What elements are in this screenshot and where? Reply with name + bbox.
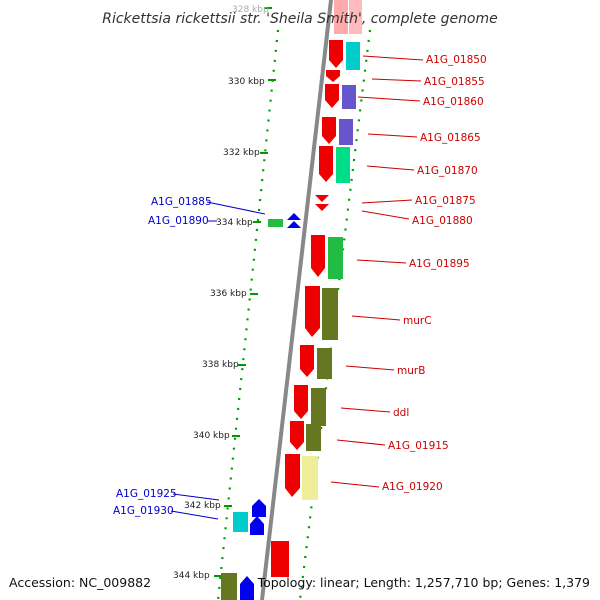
gene-label: A1G_01875 xyxy=(415,195,476,207)
tick-label: 334 kbp xyxy=(216,218,253,228)
gene-arrow xyxy=(287,221,301,228)
leader-line xyxy=(371,78,422,82)
gene-label: A1G_01885 xyxy=(151,196,212,208)
gene-label: A1G_01890 xyxy=(148,215,209,227)
cog-box xyxy=(302,456,318,500)
leader-line xyxy=(336,439,386,446)
gene-arrow xyxy=(294,385,308,419)
tick-label: 332 kbp xyxy=(223,148,260,158)
topology-text: Topology: linear; Length: 1,257,710 bp; … xyxy=(257,575,590,590)
gene-label: A1G_01860 xyxy=(423,96,484,108)
gene-arrow xyxy=(271,541,289,577)
tick-label: 336 kbp xyxy=(210,289,247,299)
cog-box xyxy=(346,42,360,70)
gene-arrow xyxy=(250,516,264,535)
gene-label: murB xyxy=(397,365,425,377)
cog-box xyxy=(322,288,338,340)
cog-box xyxy=(339,119,353,145)
forward-genes xyxy=(271,0,362,577)
cog-box xyxy=(306,424,321,451)
gene-arrow xyxy=(322,117,336,144)
gene-label: A1G_01930 xyxy=(113,505,174,517)
gene-label: A1G_01920 xyxy=(382,481,443,493)
leader-line xyxy=(206,201,266,215)
gene-arrow xyxy=(329,40,343,68)
cog-box xyxy=(317,348,332,379)
cog-box xyxy=(268,219,283,227)
leader-line xyxy=(356,259,407,264)
leader-line xyxy=(170,510,219,520)
leader-line xyxy=(367,133,418,138)
gene-label: A1G_01880 xyxy=(412,215,473,227)
leader-line xyxy=(361,199,413,204)
gene-arrow xyxy=(311,235,325,277)
cog-box xyxy=(349,0,362,34)
gene-label: A1G_01925 xyxy=(116,488,177,500)
kbp-ticks: 328 kbp 330 kbp 332 kbp 334 kbp 336 kbp … xyxy=(173,5,276,581)
leader-line xyxy=(362,55,424,61)
gene-labels: A1G_01850 A1G_01855 A1G_01860 A1G_01865 … xyxy=(113,54,487,517)
leader-line xyxy=(330,481,380,488)
label-leaders xyxy=(170,55,424,520)
leader-line xyxy=(340,407,391,413)
tick-label: 340 kbp xyxy=(193,431,230,441)
cog-box xyxy=(342,85,356,109)
cog-box xyxy=(311,388,326,426)
gene-label: A1G_01895 xyxy=(409,258,470,270)
gene-arrow xyxy=(315,204,329,211)
cog-box xyxy=(233,512,248,532)
gene-arrow xyxy=(252,499,266,517)
leader-line xyxy=(366,165,415,171)
tick-label: 330 kbp xyxy=(228,77,265,87)
gene-label: A1G_01850 xyxy=(426,54,487,66)
genome-backbone xyxy=(260,0,333,600)
gene-arrow xyxy=(334,0,348,34)
leader-line xyxy=(172,493,220,501)
gene-arrow xyxy=(300,345,314,377)
cog-box xyxy=(221,573,237,600)
gene-arrow xyxy=(315,195,329,202)
leader-line xyxy=(345,365,395,371)
gene-arrow xyxy=(285,454,300,497)
map-title: Rickettsia rickettsii str. 'Sheila Smith… xyxy=(102,11,498,27)
gene-label: A1G_01870 xyxy=(417,165,478,177)
gene-arrow xyxy=(305,286,320,337)
gene-arrow xyxy=(319,146,333,182)
tick-label: 328 kbp xyxy=(232,5,269,15)
reverse-genes xyxy=(221,213,301,600)
tick-label: 338 kbp xyxy=(202,360,239,370)
gene-arrow xyxy=(326,70,340,82)
leader-line xyxy=(361,210,410,220)
gene-arrow xyxy=(325,84,339,108)
tick-label: 342 kbp xyxy=(184,501,221,511)
gene-arrow xyxy=(290,421,304,450)
cog-box xyxy=(336,147,350,183)
tick-label: 344 kbp xyxy=(173,571,210,581)
gene-label: murC xyxy=(403,315,432,327)
gene-arrow xyxy=(240,576,254,600)
gene-label: A1G_01855 xyxy=(424,76,485,88)
leader-line xyxy=(351,315,401,321)
gene-label: ddl xyxy=(393,407,409,419)
cog-box xyxy=(328,237,343,279)
gene-label: A1G_01915 xyxy=(388,440,449,452)
accession-text: Accession: NC_009882 xyxy=(9,575,152,590)
gene-arrow xyxy=(287,213,301,220)
gene-label: A1G_01865 xyxy=(420,132,481,144)
leader-line xyxy=(357,96,421,102)
